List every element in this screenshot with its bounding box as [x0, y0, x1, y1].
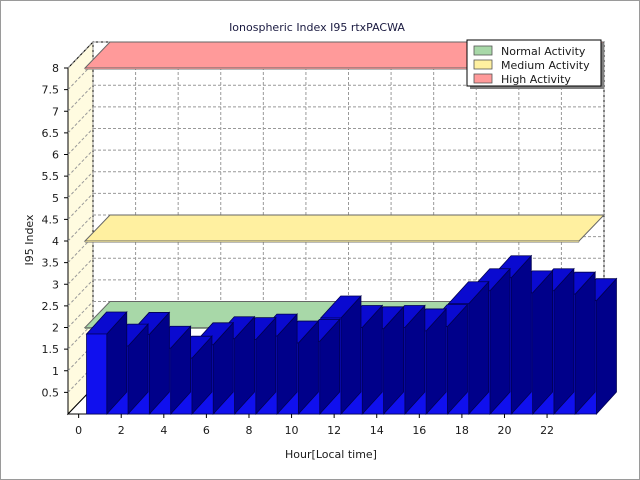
activity-band-edge [84, 240, 580, 243]
y-axis-ticks: 0.5 1 1.5 2 2.5 3 3.5 4 4.5 5 5.5 6 6.5 7 7.5 8 [42, 62, 68, 399]
bar-side [510, 254, 532, 416]
y-tick-label: 7.5 [42, 84, 60, 97]
y-axis-label: I95 Index [23, 214, 36, 266]
y-tick-label: 8 [52, 62, 59, 75]
x-axis-label: Hour[Local time] [285, 448, 377, 461]
legend-swatch [473, 59, 493, 70]
legend-entry: Medium Activity [501, 59, 590, 72]
grid-line-y-side [67, 171, 94, 199]
x-tick-label: 22 [540, 424, 554, 437]
grid-line-y-side [67, 301, 94, 328]
y-tick-label: 4.5 [42, 213, 60, 226]
bar-side [596, 277, 617, 416]
y-tick-label: 6.5 [42, 127, 60, 140]
x-tick-label: 20 [497, 424, 511, 437]
x-axis-ticks: 0 2 4 6 8 10 12 14 16 18 20 22 [75, 414, 554, 437]
grid-line-y-side [67, 41, 94, 69]
x-tick-label: 10 [285, 424, 299, 437]
y-tick-label: 1 [52, 365, 59, 378]
x-tick-label: 14 [370, 424, 384, 437]
legend-entry: High Activity [501, 73, 571, 86]
y-tick-label: 0.5 [42, 386, 60, 399]
grid-line-y-side [67, 84, 94, 112]
y-tick-label: 5 [52, 192, 59, 205]
bar-side [532, 269, 553, 416]
y-tick-label: 5.5 [42, 170, 60, 183]
grid-line-y-side [67, 106, 94, 134]
x-tick-label: 8 [245, 424, 252, 437]
bar-side [553, 267, 575, 416]
grid-line-y-side [67, 128, 94, 155]
legend-entry: Normal Activity [501, 45, 586, 58]
grid-line-y-side [67, 257, 94, 285]
x-tick-label: 0 [75, 424, 82, 437]
y-tick-label: 6 [52, 149, 59, 162]
x-tick-label: 18 [455, 424, 469, 437]
x-tick-label: 6 [203, 424, 210, 437]
legend-swatch [473, 73, 493, 84]
bar-side [574, 271, 596, 416]
grid-line-y-side [67, 214, 94, 242]
activity-band [83, 214, 606, 242]
y-tick-label: 3 [52, 278, 59, 291]
bar-side [468, 280, 490, 416]
bar-series [85, 254, 618, 416]
legend-swatch [473, 45, 493, 56]
chart-title: Ionospheric Index I95 rtxPACWA [229, 21, 405, 34]
x-tick-label: 16 [412, 424, 426, 437]
grid-line-y-side [67, 193, 94, 220]
x-tick-label: 4 [160, 424, 167, 437]
grid-line-y-side [67, 149, 94, 177]
y-tick-label: 4 [52, 235, 59, 248]
y-tick-label: 1.5 [42, 343, 60, 356]
y-tick-label: 2 [52, 322, 59, 335]
x-tick-label: 12 [327, 424, 341, 437]
y-tick-label: 2.5 [42, 300, 60, 313]
grid-line-y-side [67, 279, 94, 307]
y-tick-label: 3.5 [42, 257, 60, 270]
bar-side [489, 267, 511, 416]
bar-front [86, 333, 108, 415]
bar [85, 310, 128, 416]
x-tick-label: 2 [118, 424, 125, 437]
y-tick-label: 7 [52, 105, 59, 118]
